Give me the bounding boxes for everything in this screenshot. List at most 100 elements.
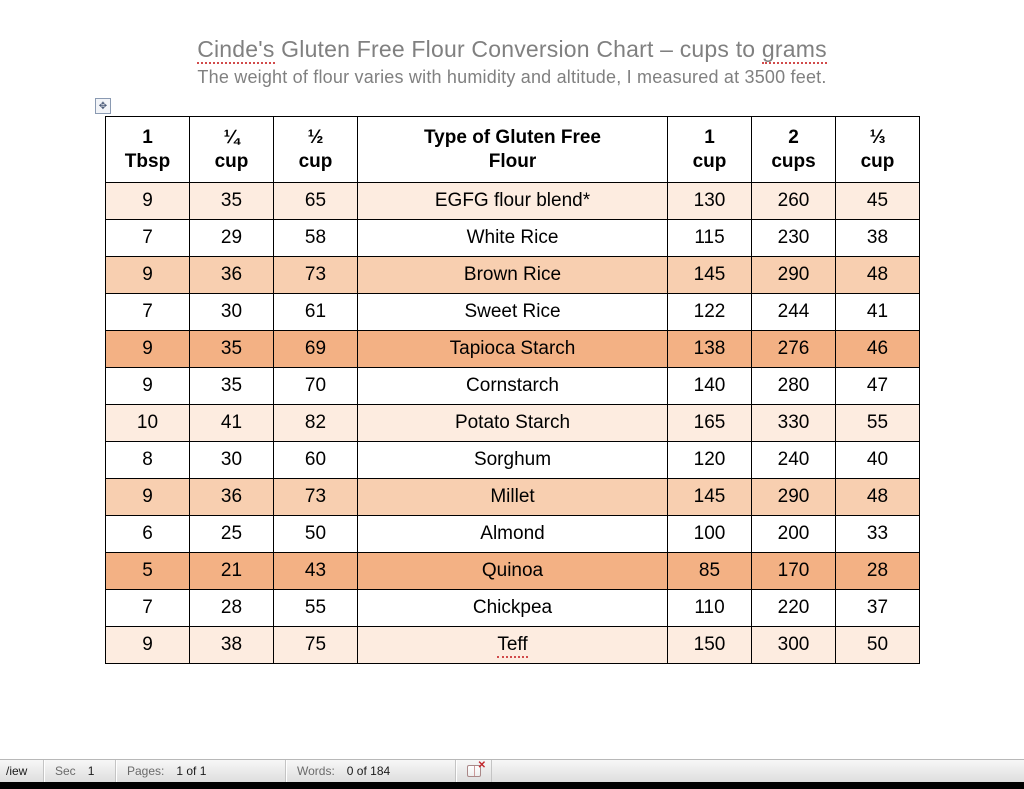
cell-cup13: 48 [836,257,920,294]
col-header-line1: ¼ [224,127,240,148]
cell-cups2: 276 [752,331,836,368]
cell-cups2: 330 [752,405,836,442]
cell-tbsp1: 8 [106,442,190,479]
cell-cup13: 41 [836,294,920,331]
statusbar-section[interactable]: Sec 1 [44,760,116,782]
col-header-line1: Type of Gluten Free [424,127,601,148]
cell-tbsp1: 7 [106,590,190,627]
cell-flour: Potato Starch [358,405,668,442]
cell-tbsp1: 5 [106,553,190,590]
statusbar-view-menu[interactable]: /iew [0,760,44,782]
cell-cup1: 110 [668,590,752,627]
statusbar-sec-value: 1 [88,764,95,778]
statusbar-pages-label: Pages: [127,764,164,778]
cell-cup1: 165 [668,405,752,442]
cell-flour: EGFG flour blend* [358,183,668,220]
table-row: 93673Brown Rice14529048 [106,257,920,294]
cell-flour: Chickpea [358,590,668,627]
cell-cup14: 29 [190,220,274,257]
col-header-line2: cup [215,151,249,172]
col-header-cup14: ¼ cup [190,117,274,183]
cell-cups2: 240 [752,442,836,479]
table-row: 93875Teff15030050 [106,627,920,664]
table-row: 93569Tapioca Starch13827646 [106,331,920,368]
cell-cup12: 58 [274,220,358,257]
cell-cup14: 30 [190,442,274,479]
document-page: Cinde's Gluten Free Flour Conversion Cha… [0,0,1024,759]
cell-cup13: 50 [836,627,920,664]
table-row: 73061Sweet Rice12224441 [106,294,920,331]
title-part2: Gluten Free Flour Conversion Chart – cup… [275,36,762,62]
title-block: Cinde's Gluten Free Flour Conversion Cha… [0,36,1024,88]
col-header-line1: 1 [142,127,153,148]
cell-cup12: 43 [274,553,358,590]
cell-cups2: 220 [752,590,836,627]
book-close-icon [467,765,481,777]
col-header-cup12: ½ cup [274,117,358,183]
status-bar: /iew Sec 1 Pages: 1 of 1 Words: 0 of 184 [0,759,1024,789]
cell-cup1: 115 [668,220,752,257]
cell-cup12: 50 [274,516,358,553]
cell-cups2: 290 [752,257,836,294]
cell-flour: Sweet Rice [358,294,668,331]
cell-cup14: 35 [190,331,274,368]
cell-flour: Brown Rice [358,257,668,294]
col-header-line2: Flour [489,151,537,172]
table-row: 72855Chickpea11022037 [106,590,920,627]
table-row: 93565EGFG flour blend*13026045 [106,183,920,220]
col-header-cup1: 1cup [668,117,752,183]
page-subtitle: The weight of flour varies with humidity… [0,67,1024,88]
cell-cup14: 36 [190,479,274,516]
col-header-line1: 1 [704,127,715,148]
table-body: 93565EGFG flour blend*1302604572958White… [106,183,920,664]
cell-flour: White Rice [358,220,668,257]
header-row: 1Tbsp¼cup½cupType of Gluten FreeFlour1cu… [106,117,920,183]
cell-cup12: 82 [274,405,358,442]
cell-cup13: 33 [836,516,920,553]
cell-flour: Tapioca Starch [358,331,668,368]
status-bar-strip: /iew Sec 1 Pages: 1 of 1 Words: 0 of 184 [0,759,1024,782]
col-header-line2: cup [299,151,333,172]
table-row: 93570Cornstarch14028047 [106,368,920,405]
cell-cup1: 140 [668,368,752,405]
col-header-cup13: ⅓cup [836,117,920,183]
statusbar-spellcheck-button[interactable] [456,760,492,782]
cell-cup14: 41 [190,405,274,442]
col-header-cups2: 2cups [752,117,836,183]
cell-cup12: 75 [274,627,358,664]
cell-cups2: 280 [752,368,836,405]
cell-cup12: 73 [274,479,358,516]
statusbar-words[interactable]: Words: 0 of 184 [286,760,456,782]
cell-cups2: 300 [752,627,836,664]
col-header-line2: cups [771,151,815,172]
conversion-table: 1Tbsp¼cup½cupType of Gluten FreeFlour1cu… [105,116,920,664]
cell-cup13: 45 [836,183,920,220]
cell-tbsp1: 9 [106,368,190,405]
flour-name-text: Teff [497,634,527,658]
statusbar-words-value: 0 of 184 [347,764,390,778]
statusbar-pages[interactable]: Pages: 1 of 1 [116,760,286,782]
cell-tbsp1: 9 [106,183,190,220]
cell-tbsp1: 9 [106,627,190,664]
cell-cup12: 60 [274,442,358,479]
table-move-handle-icon[interactable] [95,98,111,114]
cell-flour: Teff [358,627,668,664]
cell-flour: Sorghum [358,442,668,479]
col-header-line1: ½ [308,127,324,148]
cell-cup13: 37 [836,590,920,627]
cell-tbsp1: 9 [106,257,190,294]
cell-tbsp1: 9 [106,331,190,368]
cell-cup1: 122 [668,294,752,331]
table-row: 52143Quinoa8517028 [106,553,920,590]
cell-tbsp1: 7 [106,294,190,331]
cell-cup1: 150 [668,627,752,664]
cell-cup14: 30 [190,294,274,331]
cell-tbsp1: 6 [106,516,190,553]
table-row: 83060Sorghum12024040 [106,442,920,479]
cell-cups2: 290 [752,479,836,516]
table-row: 72958White Rice11523038 [106,220,920,257]
cell-cups2: 230 [752,220,836,257]
cell-cup12: 69 [274,331,358,368]
cell-cup13: 38 [836,220,920,257]
cell-cup12: 65 [274,183,358,220]
